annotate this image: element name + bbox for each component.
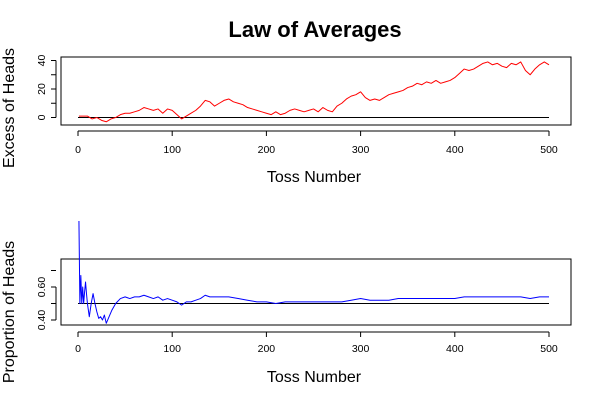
x-tick-label: 200 [258, 144, 276, 156]
x-tick-label: 400 [446, 144, 464, 156]
plot-box [60, 56, 572, 126]
chart-title: Law of Averages [228, 17, 401, 42]
y-tick-label: 40 [36, 55, 48, 67]
x-axis-label: Toss Number [267, 369, 362, 386]
x-tick-label: 200 [258, 343, 276, 355]
x-tick-label: 500 [540, 144, 558, 156]
x-tick-label: 100 [163, 343, 181, 355]
x-tick-label: 0 [75, 144, 81, 156]
y-tick-label: 0.40 [36, 310, 48, 331]
excess-of-heads-panel: Toss Number Excess of Heads 0 100 200 300 40… [1, 48, 572, 186]
x-tick-label: 300 [352, 343, 370, 355]
x-tick-label: 0 [75, 343, 81, 355]
y-tick-label: 0 [36, 114, 48, 120]
x-tick-label: 400 [446, 343, 464, 355]
y-tick-label: 20 [36, 83, 48, 95]
y-axis-label: Proportion of Heads [1, 241, 18, 383]
x-tick-label: 100 [163, 144, 181, 156]
x-tick-label: 300 [352, 144, 370, 156]
series-line [78, 61, 550, 123]
y-tick-label: 0.60 [36, 277, 48, 298]
proportion-of-heads-panel: Toss Number Proportion of Heads 0 100 200 3… [1, 220, 572, 386]
x-axis-label: Toss Number [267, 169, 362, 186]
y-axis-label: Excess of Heads [1, 48, 18, 168]
plot-box [60, 258, 572, 326]
series-line [78, 220, 549, 324]
x-tick-label: 500 [540, 343, 558, 355]
